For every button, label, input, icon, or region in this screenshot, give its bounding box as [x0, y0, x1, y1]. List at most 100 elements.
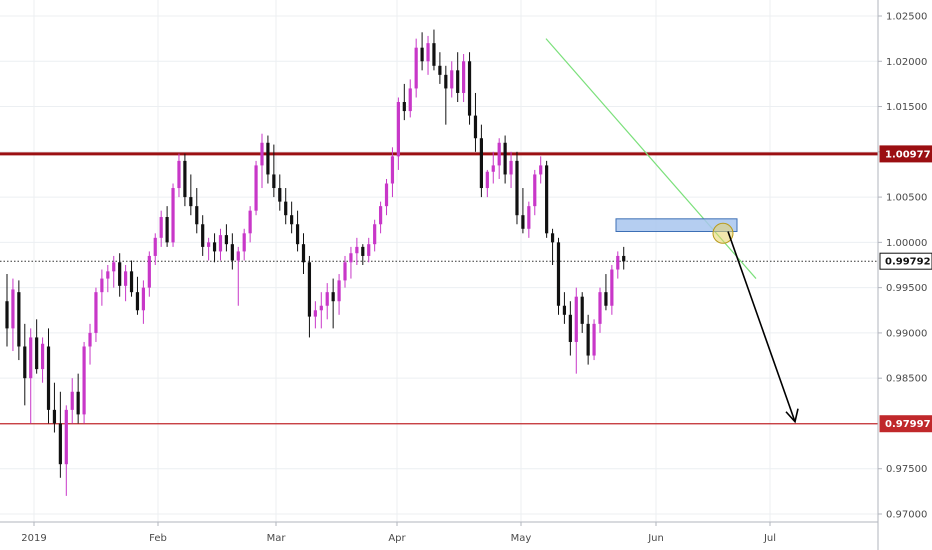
- candle-body: [266, 142, 270, 175]
- candle-body: [562, 305, 567, 315]
- candle-body: [295, 224, 300, 245]
- candle-body: [574, 296, 578, 342]
- candle-body: [349, 253, 353, 263]
- candle-body: [254, 165, 258, 211]
- candle-body: [426, 43, 430, 62]
- x-tick-label: Jul: [763, 533, 776, 544]
- candle-body: [118, 262, 122, 286]
- candle-body: [242, 233, 246, 252]
- x-tick-label: Mar: [267, 533, 287, 544]
- candle-body: [467, 61, 472, 116]
- candle-body: [503, 142, 507, 175]
- candle-body: [248, 210, 252, 234]
- x-axis: 2019 Feb Mar Apr May Jun Jul: [0, 521, 878, 544]
- candle-body: [272, 174, 276, 189]
- candle-body: [604, 292, 608, 306]
- candle-body: [207, 242, 211, 247]
- candle-body: [414, 47, 418, 89]
- y-tick-label: 0.99000: [886, 328, 927, 339]
- candle-body: [473, 115, 478, 139]
- candle-body: [70, 391, 74, 410]
- y-tick-label: 0.99500: [886, 283, 927, 294]
- candle-body: [361, 246, 365, 256]
- y-tick-label: 1.01500: [886, 102, 927, 113]
- candle-body: [367, 244, 371, 256]
- x-tick-label: May: [511, 533, 532, 544]
- candle-body: [100, 278, 104, 293]
- candle-body: [189, 197, 193, 207]
- candle-body: [373, 224, 377, 245]
- candle-body: [278, 188, 282, 202]
- y-tick-label: 1.02500: [886, 12, 927, 23]
- candle-body: [52, 409, 57, 424]
- candle-body: [301, 244, 306, 263]
- candle-body: [35, 337, 39, 370]
- candle-body: [147, 255, 151, 288]
- candle-body: [129, 271, 134, 293]
- candle-body: [610, 269, 614, 306]
- candle-body: [290, 215, 294, 225]
- candle-body: [355, 246, 359, 254]
- candle-body: [378, 206, 383, 225]
- candle-body: [218, 235, 223, 252]
- candle-body: [224, 235, 229, 245]
- candle-body: [384, 183, 389, 207]
- candle-body: [17, 292, 21, 347]
- candle-body: [390, 156, 395, 184]
- candle-body: [580, 296, 584, 324]
- candle-body: [313, 310, 317, 317]
- forecast-arrow-head: [785, 408, 799, 424]
- candle-body: [260, 142, 264, 166]
- candle-body: [212, 242, 217, 252]
- candle-body: [88, 332, 92, 347]
- candle-body: [29, 337, 33, 379]
- candle-body: [171, 188, 175, 243]
- candle-body: [402, 102, 406, 112]
- candle-body: [456, 70, 460, 93]
- y-tick-label: 1.02000: [886, 57, 927, 68]
- candle-body: [64, 409, 68, 465]
- annotations: [545, 38, 799, 424]
- candle-body: [307, 262, 312, 317]
- price-tags: 1.00977 0.97997 0.99792: [879, 145, 932, 433]
- price-tag-current: [879, 252, 932, 270]
- candle-body: [396, 102, 400, 157]
- candle-body: [616, 255, 620, 270]
- candle-body: [539, 165, 543, 175]
- candle-body: [141, 287, 145, 311]
- candle-body: [550, 233, 555, 243]
- x-tick-label: Apr: [388, 533, 406, 544]
- price-tag-label: 0.97997: [885, 419, 931, 430]
- price-tag-label: 0.99792: [885, 257, 931, 268]
- candle-body: [331, 292, 335, 302]
- candle-body: [195, 206, 199, 225]
- candle-body: [236, 251, 240, 261]
- resistance-zone: [615, 218, 738, 232]
- candle-body: [444, 74, 448, 89]
- candle-body: [527, 206, 531, 229]
- candle-body: [450, 70, 454, 89]
- y-tick-label: 0.98500: [886, 374, 927, 385]
- candle-body: [94, 292, 98, 333]
- level-lines: [0, 152, 878, 425]
- candle-body: [76, 391, 80, 415]
- candle-body: [545, 165, 549, 234]
- y-tick-label: 1.00000: [886, 238, 927, 249]
- candle-body: [112, 262, 116, 272]
- candle-body: [165, 217, 169, 243]
- candle-body: [82, 346, 86, 415]
- candle-body: [201, 224, 205, 247]
- price-tag-resistance: [879, 145, 932, 163]
- candle-body: [509, 160, 513, 175]
- x-tick-label: 2019: [21, 533, 46, 544]
- candle-body: [337, 280, 341, 302]
- y-tick-label: 0.97000: [886, 510, 927, 521]
- highlight-circle: [712, 222, 734, 244]
- price-tag-support: [879, 415, 932, 433]
- candle-body: [485, 171, 489, 189]
- candle-body: [124, 271, 128, 286]
- candle-body: [432, 43, 436, 66]
- candle-body: [343, 262, 347, 281]
- candle-body: [106, 271, 110, 279]
